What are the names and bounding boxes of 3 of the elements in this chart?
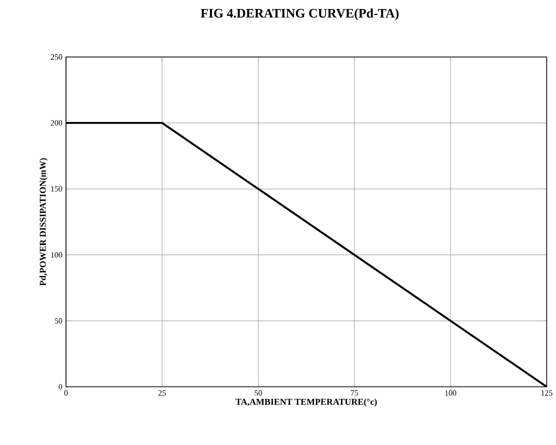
x-axis-title: TA,AMBIENT TEMPERATURE(°c) bbox=[236, 398, 377, 407]
y-axis-title: Pd,POWER DISSIPATION(mW) bbox=[40, 158, 48, 286]
chart-title: FIG 4.DERATING CURVE(Pd-TA) bbox=[200, 8, 399, 20]
